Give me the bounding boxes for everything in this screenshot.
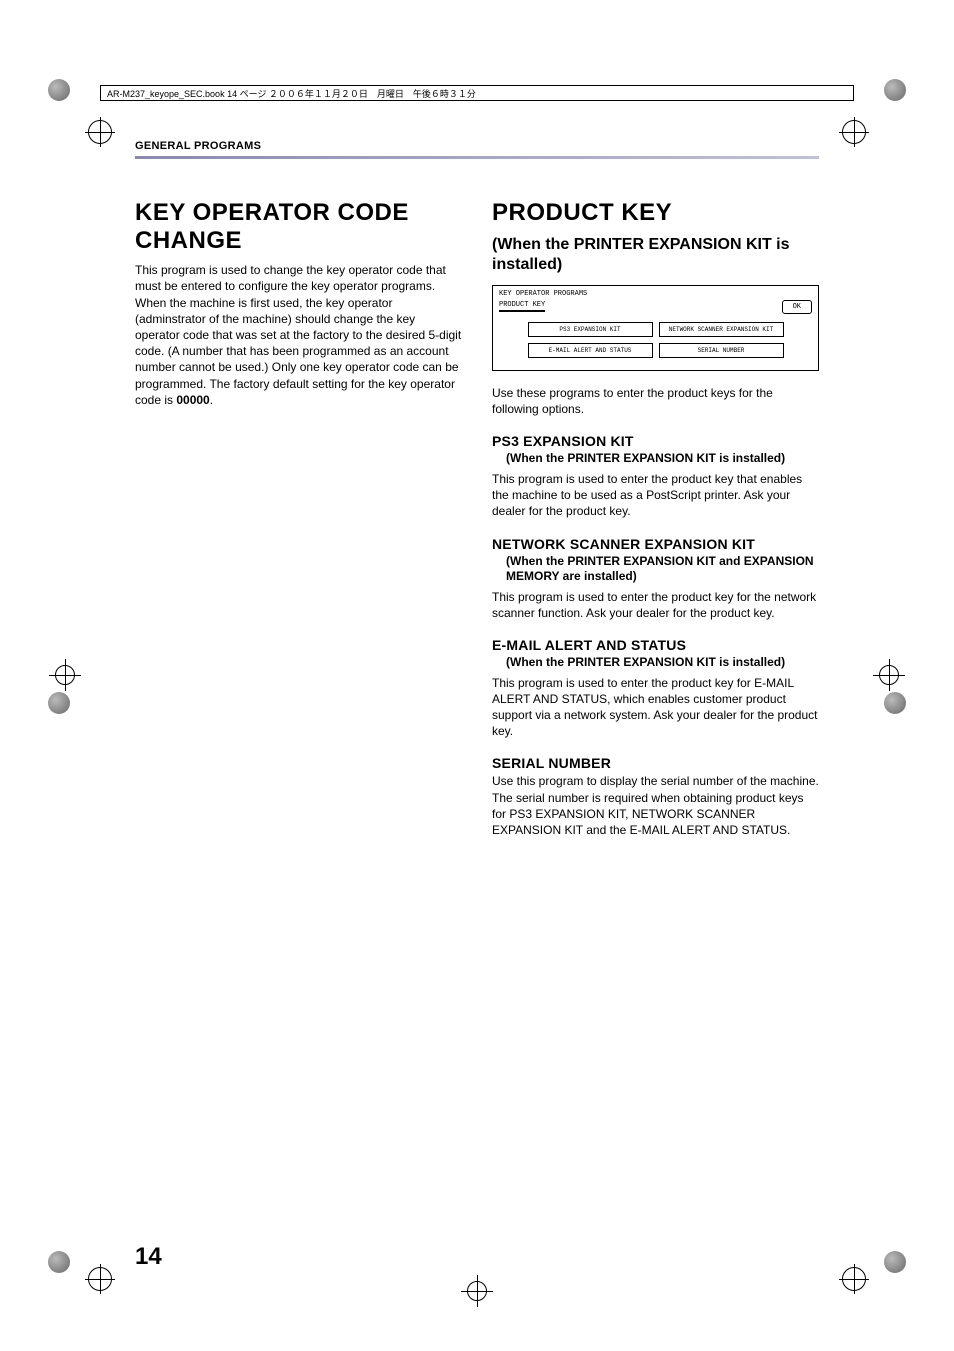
left-code: 00000 xyxy=(176,393,209,407)
reg-mark-tr xyxy=(842,120,866,144)
reg-dot-left xyxy=(48,692,70,714)
left-title: KEY OPERATOR CODE CHANGE xyxy=(135,199,462,254)
section-serial-body: Use this program to display the serial n… xyxy=(492,773,819,838)
section-email-body: This program is used to enter the produc… xyxy=(492,675,819,740)
section-ps3-sub: (When the PRINTER EXPANSION KIT is insta… xyxy=(492,451,819,467)
left-body-text: This program is used to change the key o… xyxy=(135,263,461,407)
screen-btn-serial[interactable]: SERIAL NUMBER xyxy=(659,343,784,358)
reg-dot-tl xyxy=(48,79,70,101)
reg-dot-bl xyxy=(48,1251,70,1273)
section-email-heading: E-MAIL ALERT AND STATUS xyxy=(492,637,819,653)
screen-title: KEY OPERATOR PROGRAMS xyxy=(499,290,812,298)
reg-mark-br xyxy=(842,1267,866,1291)
section-network-heading: NETWORK SCANNER EXPANSION KIT xyxy=(492,536,819,552)
right-intro: Use these programs to enter the product … xyxy=(492,385,819,417)
section-email-sub: (When the PRINTER EXPANSION KIT is insta… xyxy=(492,655,819,671)
reg-mark-bl xyxy=(88,1267,112,1291)
right-subhead: (When the PRINTER EXPANSION KIT is insta… xyxy=(492,235,819,275)
screen-btn-ps3[interactable]: PS3 EXPANSION KIT xyxy=(528,322,653,337)
screen-btn-email[interactable]: E-MAIL ALERT AND STATUS xyxy=(528,343,653,358)
screen-btn-network[interactable]: NETWORK SCANNER EXPANSION KIT xyxy=(659,322,784,337)
reg-mark-right xyxy=(879,665,899,685)
section-network-sub: (When the PRINTER EXPANSION KIT and EXPA… xyxy=(492,554,819,585)
ok-button[interactable]: OK xyxy=(782,300,812,314)
page-number: 14 xyxy=(135,1243,162,1271)
reg-dot-right xyxy=(884,692,906,714)
right-column: PRODUCT KEY (When the PRINTER EXPANSION … xyxy=(492,199,819,848)
right-title: PRODUCT KEY xyxy=(492,199,819,227)
header-strip: AR-M237_keyope_SEC.book 14 ページ ２００６年１１月２… xyxy=(100,85,854,101)
screen-sub-row: PRODUCT KEY OK xyxy=(499,300,812,314)
reg-mark-left xyxy=(55,665,75,685)
content-area: GENERAL PROGRAMS KEY OPERATOR CODE CHANG… xyxy=(135,140,819,1271)
reg-mark-tl xyxy=(88,120,112,144)
reg-mark-bottom-center xyxy=(467,1281,487,1301)
section-serial-heading: SERIAL NUMBER xyxy=(492,755,819,771)
screen-subtitle: PRODUCT KEY xyxy=(499,301,545,312)
left-body: This program is used to change the key o… xyxy=(135,262,462,408)
left-column: KEY OPERATOR CODE CHANGE This program is… xyxy=(135,199,462,848)
page: AR-M237_keyope_SEC.book 14 ページ ２００６年１１月２… xyxy=(0,0,954,1351)
screen-panel: KEY OPERATOR PROGRAMS PRODUCT KEY OK PS3… xyxy=(492,285,819,371)
running-head: GENERAL PROGRAMS xyxy=(135,140,819,152)
columns: KEY OPERATOR CODE CHANGE This program is… xyxy=(135,199,819,848)
header-text: AR-M237_keyope_SEC.book 14 ページ ２００６年１１月２… xyxy=(107,87,476,100)
section-ps3-heading: PS3 EXPANSION KIT xyxy=(492,433,819,449)
head-rule xyxy=(135,156,819,159)
section-network-body: This program is used to enter the produc… xyxy=(492,589,819,621)
reg-dot-tr xyxy=(884,79,906,101)
section-ps3-body: This program is used to enter the produc… xyxy=(492,471,819,520)
reg-dot-br xyxy=(884,1251,906,1273)
screen-buttons: PS3 EXPANSION KIT NETWORK SCANNER EXPANS… xyxy=(499,322,812,358)
